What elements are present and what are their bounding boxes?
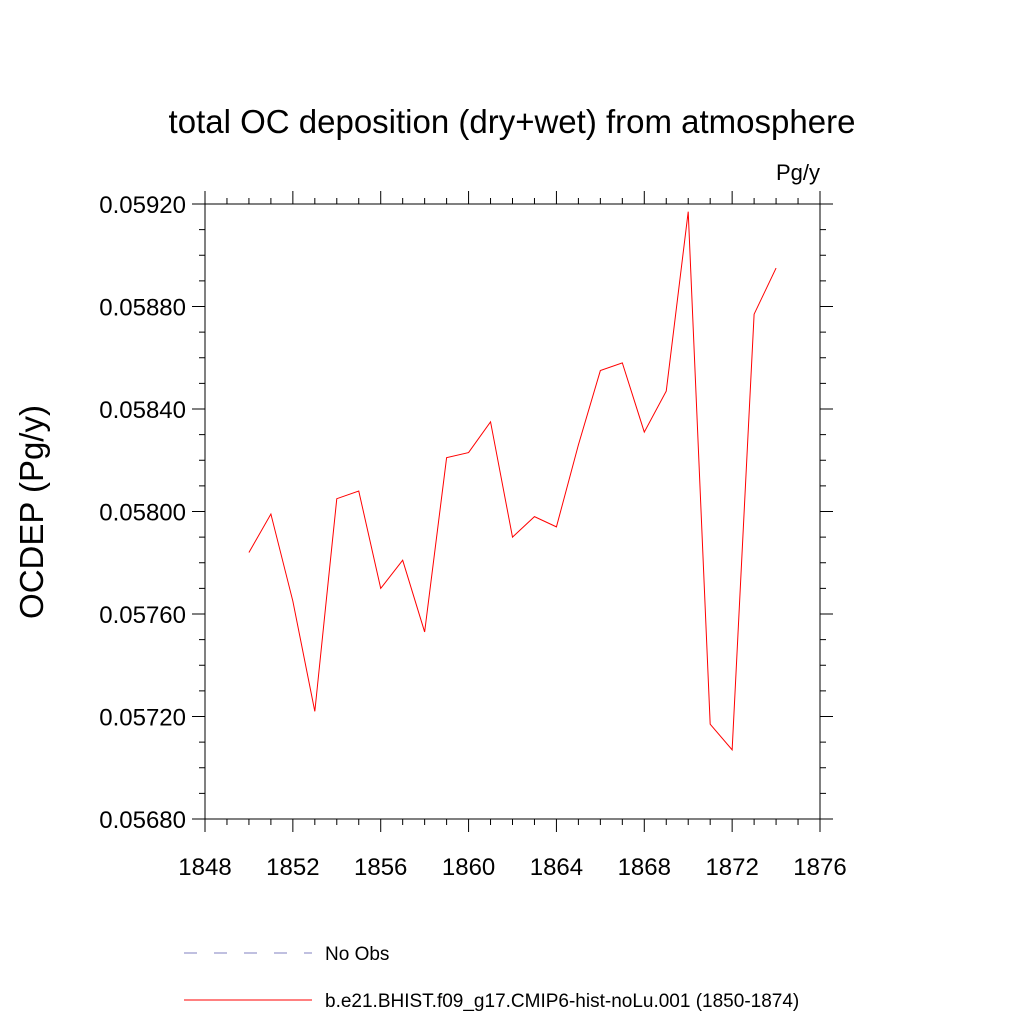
x-tick-label: 1860 [442, 854, 495, 881]
legend-label: No Obs [325, 944, 389, 965]
y-tick-label: 0.05680 [99, 807, 186, 834]
x-tick-label: 1856 [354, 854, 407, 881]
y-tick-label: 0.05920 [99, 192, 186, 219]
series-layer [248, 211, 777, 752]
x-tick-label: 1868 [618, 854, 671, 881]
legend: No Obs b.e21.BHIST.f09_g17.CMIP6-hist-noL… [184, 944, 799, 1012]
y-tick-label: 0.05800 [99, 500, 186, 527]
x-tick-label: 1848 [178, 854, 231, 881]
series-line [248, 211, 777, 752]
x-tick-label: 1864 [530, 854, 583, 881]
y-tick-label: 0.05840 [99, 397, 186, 424]
y-tick-label: 0.05720 [99, 705, 186, 732]
y-axis-ticks: 0.05680 0.05720 0.05760 0.05800 0.05840 0.058… [99, 192, 833, 834]
plot-frame [204, 203, 821, 820]
x-axis-ticks: 1848 1852 1856 1860 1864 1868 1872 1876 [178, 191, 847, 881]
units-label: Pg/y [776, 160, 820, 185]
x-tick-label: 1876 [793, 854, 846, 881]
chart-title: total OC deposition (dry+wet) from atmos… [169, 103, 856, 140]
x-tick-label: 1872 [705, 854, 758, 881]
x-tick-label: 1852 [266, 854, 319, 881]
y-axis-label: OCDEP (Pg/y) [13, 405, 50, 619]
legend-label: b.e21.BHIST.f09_g17.CMIP6-hist-noLu.001 … [325, 991, 799, 1012]
y-tick-label: 0.05880 [99, 295, 186, 322]
y-tick-label: 0.05760 [99, 602, 186, 629]
